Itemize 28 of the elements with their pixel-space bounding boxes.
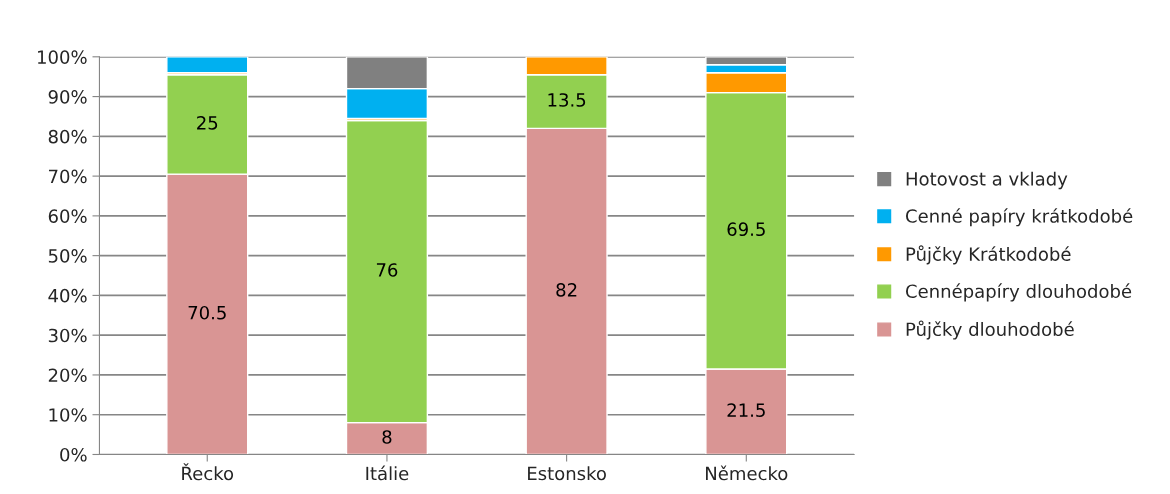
data-label: 25 xyxy=(197,116,218,130)
data-label: 82 xyxy=(556,283,577,297)
legend-label: Hotovost a vklady xyxy=(906,171,1068,190)
data-label: 76 xyxy=(376,263,398,277)
y-tick-label: 0% xyxy=(60,447,87,462)
x-tick-label: Itálie xyxy=(366,465,409,481)
y-tick-label: 10% xyxy=(49,408,87,422)
data-label: 8 xyxy=(382,430,392,444)
x-tick-label: Německo xyxy=(706,465,788,481)
y-tick-label: 50% xyxy=(48,249,87,263)
y-tick-label: 90% xyxy=(48,90,87,104)
data-label: 21.5 xyxy=(727,403,765,417)
legend-label: Cenné papíry krátkodobé xyxy=(905,208,1133,227)
data-label: 70.5 xyxy=(188,305,226,320)
y-tick-label: 100% xyxy=(38,50,87,64)
data-label: 13.5 xyxy=(548,93,586,107)
legend-label: Půjčky Krátkodobé xyxy=(906,245,1071,265)
y-tick-label: 70% xyxy=(48,169,87,184)
y-tick-label: 60% xyxy=(48,209,87,223)
legend-label: Cennépapíry dlouhodobé xyxy=(905,283,1132,302)
x-tick-label: Řecko xyxy=(182,463,234,481)
y-tick-label: 30% xyxy=(48,328,87,343)
y-tick-label: 80% xyxy=(48,129,87,144)
data-label: 69.5 xyxy=(727,222,765,237)
x-tick-label: Estonsko xyxy=(528,466,606,481)
y-tick-label: 20% xyxy=(48,368,87,383)
legend-label: Půjčky dlouhodobé xyxy=(906,320,1074,340)
y-tick-label: 40% xyxy=(48,288,87,303)
